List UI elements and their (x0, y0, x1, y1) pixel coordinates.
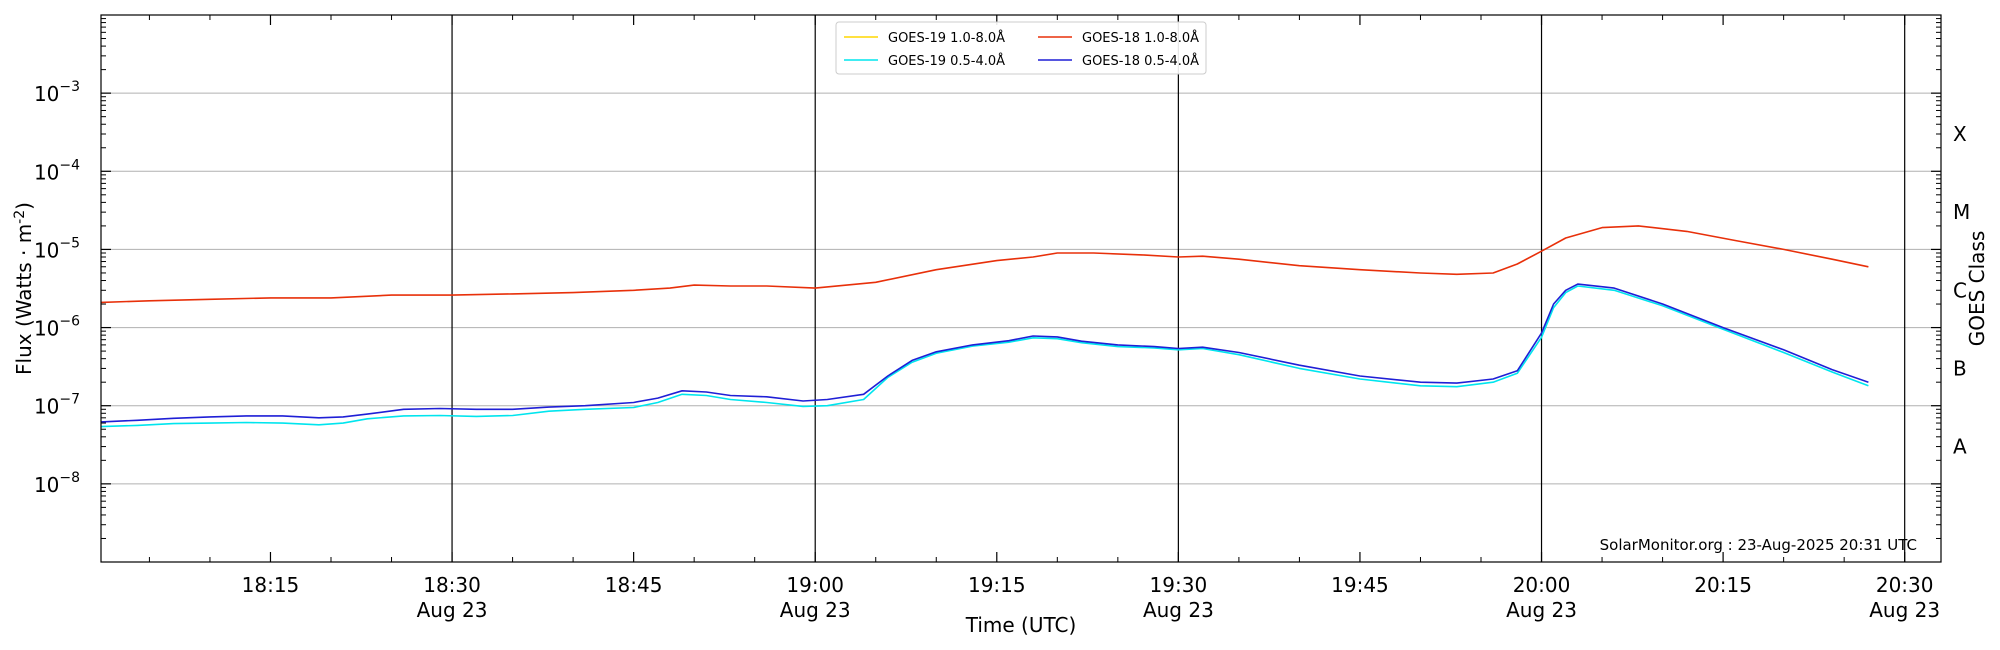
x-tick-label: 20:30 (1876, 573, 1934, 597)
x-tick-date-label: Aug 23 (417, 598, 488, 622)
y-tick-label: 10−7 (34, 392, 80, 419)
y-tick-exponent: −8 (59, 470, 80, 486)
goes-class-label: B (1953, 356, 1967, 380)
x-tick-label: 20:00 (1513, 573, 1571, 597)
legend-entry-label: GOES-19 0.5-4.0Å (888, 53, 1005, 69)
x-tick-label: 19:00 (786, 573, 844, 597)
y-tick-label: 10−3 (34, 79, 80, 106)
x-tick-label: 19:45 (1331, 573, 1389, 597)
y-tick-base: 10 (34, 160, 59, 184)
x-tick-label: 19:30 (1150, 573, 1208, 597)
x-tick-label: 19:15 (968, 573, 1026, 597)
x-tick-date-label: Aug 23 (1506, 598, 1577, 622)
y-axis-label-tail: ) (12, 202, 36, 210)
x-tick-date-label: Aug 23 (1869, 598, 1940, 622)
vertical-lines (451, 15, 1906, 562)
y-axis-label: Flux (Watts · m-2) (12, 202, 36, 375)
x-axis-label: Time (UTC) (965, 613, 1077, 637)
y-tick-exponent: −5 (59, 235, 80, 251)
y-tick-base: 10 (34, 238, 59, 262)
series-line-1 (100, 225, 1869, 304)
credit-text: SolarMonitor.org : 23-Aug-2025 20:31 UTC (1600, 536, 1917, 554)
y-tick-exponent: −3 (59, 79, 80, 95)
legend-entry-label: GOES-18 1.0-8.0Å (1082, 30, 1199, 46)
legend-entry-label: GOES-19 1.0-8.0Å (888, 30, 1005, 46)
goes-class-label: C (1953, 278, 1967, 302)
legend-entry-label: GOES-18 0.5-4.0Å (1082, 53, 1199, 69)
y-tick-base: 10 (34, 473, 59, 497)
y-axis-label-exponent: -2 (12, 210, 28, 224)
x-tick-date-label: Aug 23 (780, 598, 851, 622)
series-layer (100, 225, 1869, 428)
x-tick-label: 18:45 (605, 573, 663, 597)
x-tick-date-label: Aug 23 (1143, 598, 1214, 622)
grid-layer (101, 92, 1941, 485)
goes-class-axis-label: GOES Class (1965, 231, 1989, 347)
y-tick-exponent: −4 (59, 157, 80, 173)
goes-class-label: M (1953, 200, 1970, 224)
x-tick-label: 18:30 (423, 573, 481, 597)
y-tick-base: 10 (34, 82, 59, 106)
y-tick-label: 10−6 (34, 314, 80, 341)
y-tick-exponent: −7 (59, 392, 80, 408)
y-tick-exponent: −6 (59, 314, 80, 330)
series-line-2 (100, 285, 1869, 428)
plot-frame (100, 14, 1942, 563)
y-tick-base: 10 (34, 317, 59, 341)
y-tick-label: 10−4 (34, 157, 80, 184)
x-tick-label: 20:15 (1694, 573, 1752, 597)
y-tick-label: 10−8 (34, 470, 80, 497)
y-tick-label: 10−5 (34, 235, 80, 262)
y-tick-base: 10 (34, 395, 59, 419)
goes-class-label: A (1953, 435, 1967, 459)
series-line-3 (100, 283, 1869, 423)
y-axis-label-main: Flux (Watts · m (12, 224, 36, 375)
x-tick-label: 18:15 (242, 573, 300, 597)
goes-class-label: X (1953, 122, 1967, 146)
legend-box (835, 21, 1207, 75)
legend: GOES-19 1.0-8.0Å GOES-19 0.5-4.0Å GOES-18 … (835, 21, 1207, 75)
